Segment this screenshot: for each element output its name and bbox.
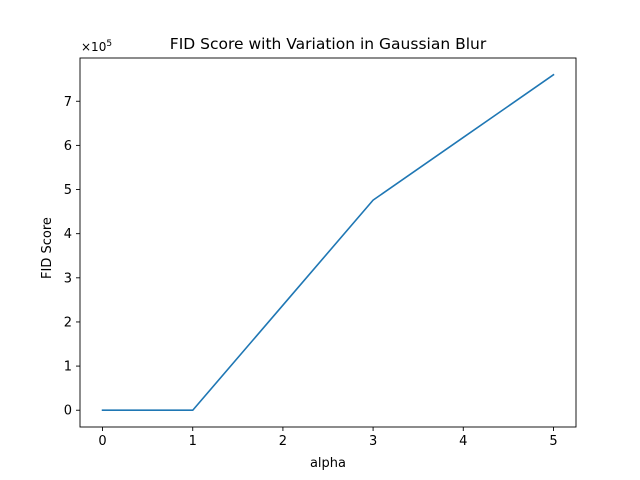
y-tick-label: 6 — [64, 139, 72, 154]
series-line-0 — [101, 73, 555, 412]
y-axis-offset-label: ×105 — [81, 39, 112, 54]
x-tick-label: 5 — [549, 434, 557, 449]
y-tick-label: 0 — [64, 404, 72, 419]
y-tick-label: 5 — [64, 183, 72, 198]
y-axis-label: FID Score — [40, 217, 55, 279]
plot-area: 0 1 2 3 4 5 0 1 2 3 4 5 6 7 — [64, 57, 577, 449]
chart-title: FID Score with Variation in Gaussian Blu… — [170, 35, 487, 53]
axes-frame — [79, 57, 577, 428]
x-axis-label: alpha — [310, 456, 346, 471]
y-tick-label: 3 — [64, 271, 72, 286]
y-tick-label: 1 — [64, 360, 72, 375]
y-tick-label: 2 — [64, 315, 72, 330]
x-tick-label: 3 — [369, 434, 377, 449]
y-offset-base: ×10 — [81, 40, 106, 54]
x-tick-label: 4 — [459, 434, 467, 449]
x-tick-label: 2 — [279, 434, 287, 449]
x-tick-label: 1 — [189, 434, 197, 449]
x-tick-label: 0 — [98, 434, 106, 449]
y-offset-exponent: 5 — [106, 39, 112, 49]
y-tick-label: 4 — [64, 227, 72, 242]
y-tick-label: 7 — [64, 95, 72, 110]
